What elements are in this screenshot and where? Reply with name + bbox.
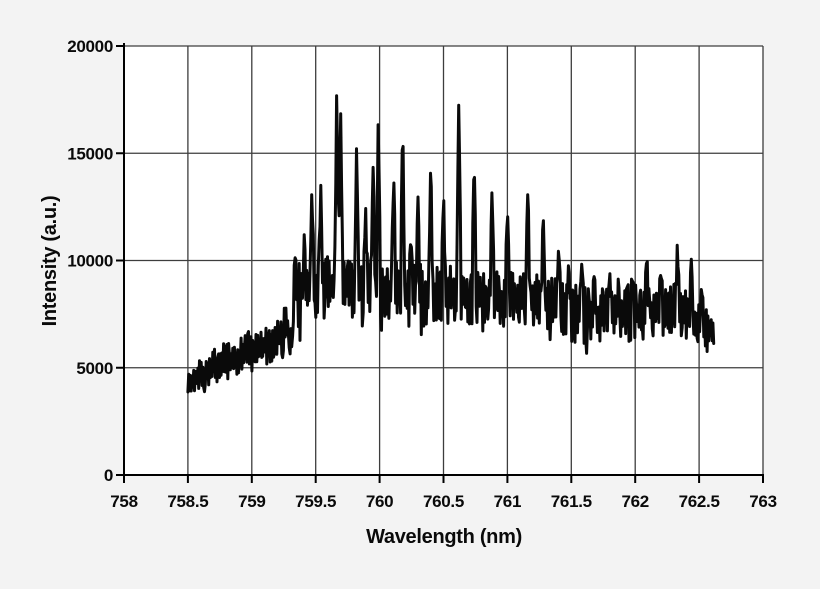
x-tick-label: 761.5 [551, 492, 592, 511]
x-tick-label: 759.5 [295, 492, 336, 511]
y-tick-label: 5000 [76, 359, 113, 378]
x-tick-label: 763 [749, 492, 776, 511]
y-axis-title: Intensity (a.u.) [39, 196, 61, 327]
spectrum-trace [186, 94, 716, 394]
tick-marks [116, 45, 764, 483]
gridlines [124, 45, 764, 475]
x-axis-title: Wavelength (nm) [366, 526, 522, 548]
x-tick-label: 760 [366, 492, 393, 511]
y-tick-label: 0 [104, 466, 113, 485]
y-tick-label: 20000 [67, 37, 113, 56]
tick-labels: 758 758.5 759 759.5 760 760.5 761 761.5 762 762.5… [67, 37, 777, 511]
x-tick-label: 762.5 [679, 492, 720, 511]
x-tick-label: 762 [621, 492, 648, 511]
x-tick-label: 759 [238, 492, 265, 511]
x-tick-label: 758.5 [167, 492, 208, 511]
x-tick-label: 761 [494, 492, 521, 511]
y-tick-label: 10000 [67, 252, 113, 271]
x-tick-label: 760.5 [423, 492, 464, 511]
x-tick-label: 758 [110, 492, 137, 511]
y-tick-label: 15000 [67, 144, 113, 163]
